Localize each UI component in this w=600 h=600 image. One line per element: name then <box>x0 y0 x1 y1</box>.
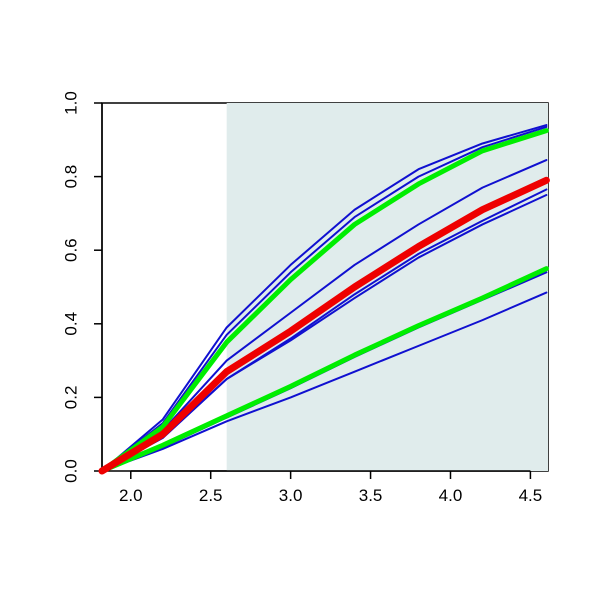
x-tick-label: 4.5 <box>519 486 543 505</box>
series-line <box>98 176 550 475</box>
series-line <box>99 266 549 474</box>
x-tick-label: 3.5 <box>359 486 383 505</box>
y-tick-label: 0.0 <box>61 459 80 483</box>
x-tick-label: 2.0 <box>119 486 143 505</box>
x-tick-label: 2.5 <box>199 486 223 505</box>
y-tick-label: 0.6 <box>61 238 80 262</box>
series-line <box>101 159 548 472</box>
series-line <box>101 124 548 472</box>
y-tick-label: 0.2 <box>61 386 80 410</box>
series-line <box>101 125 548 472</box>
series-line <box>99 128 549 474</box>
series-line <box>101 291 548 472</box>
x-tick-label: 4.0 <box>439 486 463 505</box>
x-tick-label: 3.0 <box>279 486 303 505</box>
y-tick-label: 0.8 <box>61 165 80 189</box>
y-tick-label: 0.4 <box>61 312 80 336</box>
y-tick-label: 1.0 <box>61 91 80 115</box>
